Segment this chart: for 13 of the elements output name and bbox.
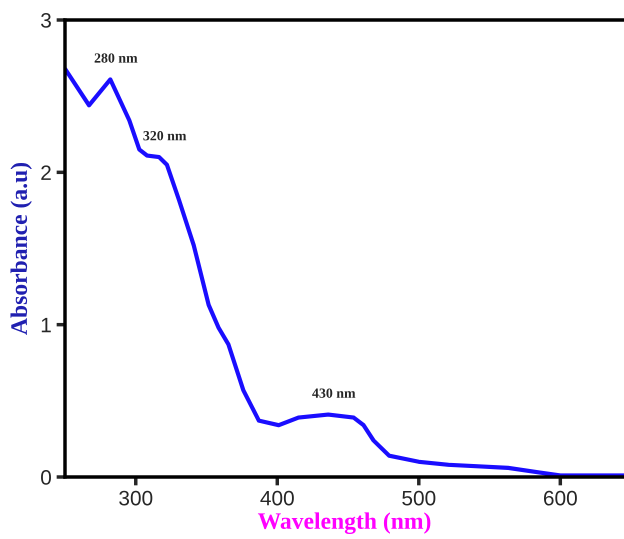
annotation: 430 nm [312, 388, 356, 398]
y-tick-label: 3 [41, 13, 51, 28]
x-tick-label: 600 [544, 490, 577, 506]
y-tick-label: 1 [42, 318, 51, 332]
x-tick-label: 500 [402, 490, 436, 506]
x-tick-label: 300 [119, 490, 152, 506]
y-tick-label: 0 [41, 470, 51, 485]
annotation: 320 nm [143, 131, 186, 140]
annotation: 280 nm [94, 53, 138, 63]
y-tick-label: 2 [41, 165, 51, 180]
y-axis-title: Absorbance (a.u) [10, 162, 32, 335]
x-tick-label: 400 [260, 490, 294, 506]
x-axis-title: Wavelength (nm) [258, 512, 430, 534]
